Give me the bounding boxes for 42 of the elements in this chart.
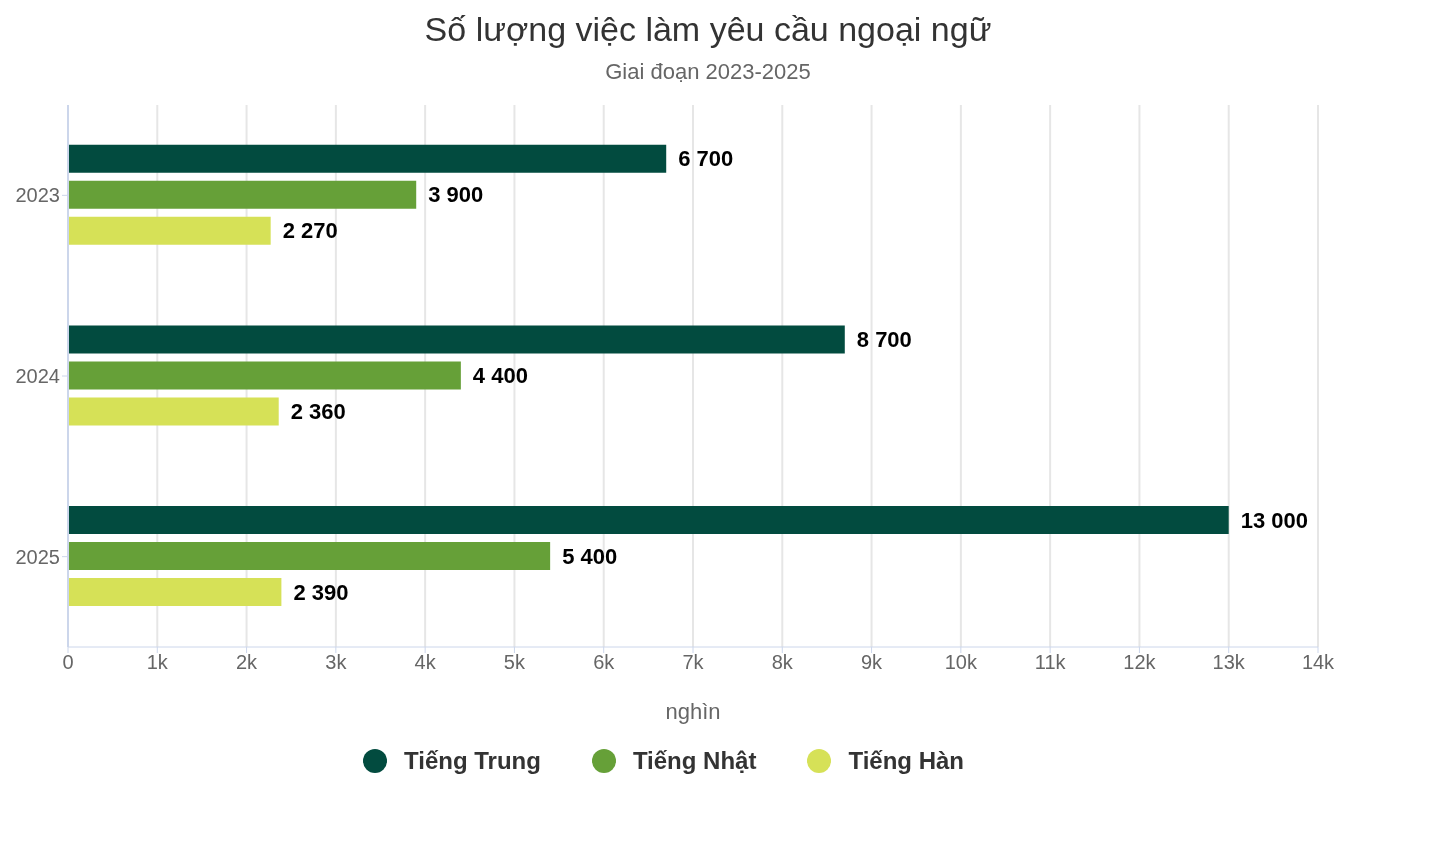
data-label: 6 700 [678, 146, 734, 172]
x-tick-label: 13k [1212, 651, 1246, 674]
x-tick-label: 4k [414, 651, 437, 674]
data-label: 2 390 [293, 579, 349, 605]
bar [68, 578, 282, 607]
x-tick-label: 11k [1034, 651, 1067, 674]
data-label: 4 400 [472, 362, 528, 388]
y-tick-label: 2023 [15, 184, 60, 207]
bar [68, 542, 551, 571]
x-tick-label: 2k [236, 651, 259, 674]
data-label: 8 700 [856, 326, 912, 352]
x-tick-label: 6k [593, 651, 616, 674]
bar [68, 216, 271, 245]
x-axis-title: nghìn [665, 699, 721, 724]
x-tick-label: 0 [62, 651, 74, 674]
x-tick-label: 3k [325, 651, 348, 674]
chart-subtitle: Giai đoạn 2023-2025 [604, 59, 812, 85]
x-tick-label: 14k [1301, 651, 1336, 674]
x-tick-label: 12k [1123, 651, 1157, 674]
data-label: 13 000 [1240, 507, 1309, 533]
bar [68, 325, 845, 354]
bar [68, 397, 279, 426]
legend-label: Tiếng Hàn [848, 747, 965, 775]
data-label: 2 360 [290, 398, 346, 424]
legend-label: Tiếng Nhật [632, 747, 757, 775]
y-tick-label: 2024 [15, 365, 60, 388]
bar [68, 361, 461, 390]
data-label: 2 270 [282, 218, 338, 244]
legend-label: Tiếng Trung [403, 747, 541, 775]
x-tick-label: 1k [146, 651, 169, 674]
x-tick-label: 10k [944, 651, 978, 674]
chart-title: Số lượng việc làm yêu cầu ngoại ngữ [423, 10, 993, 49]
bar [68, 144, 667, 173]
x-tick-label: 5k [503, 651, 526, 674]
x-tick-label: 7k [682, 651, 705, 674]
x-tick-label: 9k [861, 651, 884, 674]
data-label: 3 900 [428, 182, 484, 208]
bar [68, 506, 1229, 535]
x-tick-label: 8k [771, 651, 794, 674]
data-label: 5 400 [562, 543, 618, 569]
y-tick-label: 2025 [15, 545, 60, 568]
bar [68, 180, 417, 209]
